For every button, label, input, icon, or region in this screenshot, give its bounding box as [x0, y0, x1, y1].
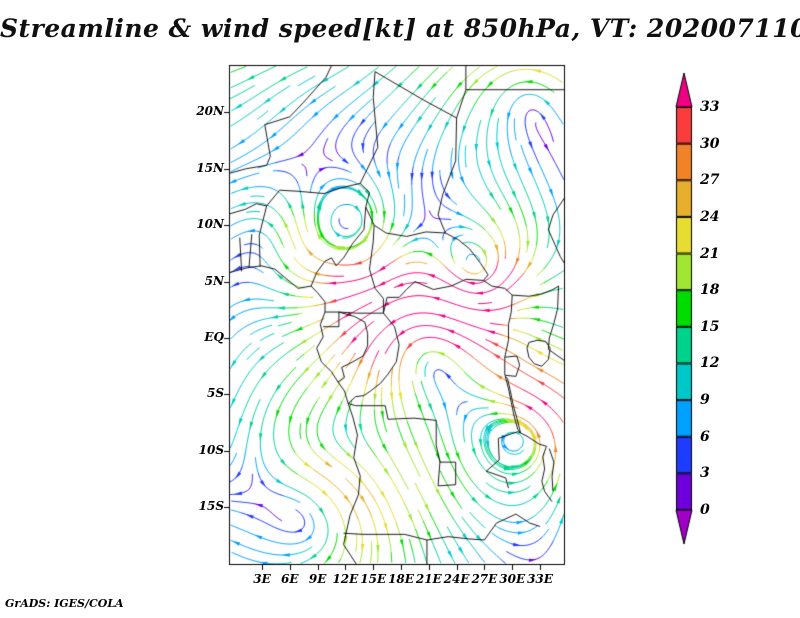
x-tick-label: 30E — [499, 572, 526, 586]
x-tick-label: 3E — [253, 572, 271, 586]
colorbar-tick-label: 9 — [700, 392, 710, 409]
y-tick-label: EQ — [204, 330, 224, 344]
colorbar-tick-label: 0 — [700, 502, 710, 518]
y-tick-label: 15N — [196, 160, 224, 175]
x-tick-label: 21E — [415, 572, 442, 586]
x-tick-label: 12E — [332, 572, 359, 586]
chart-title: Streamline & wind speed[kt] at 850hPa, V… — [0, 14, 800, 43]
colorbar-tick-label: 3 — [700, 465, 710, 482]
colorbar-tick-label: 12 — [700, 355, 720, 372]
y-tick-label: 5S — [206, 386, 224, 401]
x-tick-label: 33E — [527, 572, 553, 586]
x-tick-label: 24E — [443, 572, 470, 586]
y-tick-label: 5N — [204, 273, 224, 288]
colorbar-tick-label: 30 — [700, 135, 720, 152]
x-tick-label: 9E — [308, 572, 327, 586]
colorbar-tick-label: 15 — [700, 318, 720, 335]
colorbar-tick-label: 18 — [700, 282, 720, 299]
y-tick-label: 15S — [198, 499, 224, 514]
grads-credit: GrADS: IGES/COLA — [5, 597, 124, 610]
y-tick-label: 10N — [196, 217, 224, 232]
x-tick-label: 18E — [388, 572, 414, 586]
colorbar-tick-label: 6 — [700, 428, 710, 445]
x-tick-label: 27E — [471, 572, 498, 586]
x-tick-label: 15E — [360, 572, 387, 586]
colorbar-tick-label: 21 — [700, 245, 720, 262]
colorbar-tick-label: 33 — [700, 98, 720, 115]
y-tick-label: 20N — [196, 104, 224, 119]
colorbar-tick-label: 27 — [700, 172, 720, 189]
colorbar-tick-label: 24 — [700, 208, 720, 225]
x-tick-label: 6E — [281, 572, 299, 586]
y-tick-label: 10S — [198, 442, 224, 457]
